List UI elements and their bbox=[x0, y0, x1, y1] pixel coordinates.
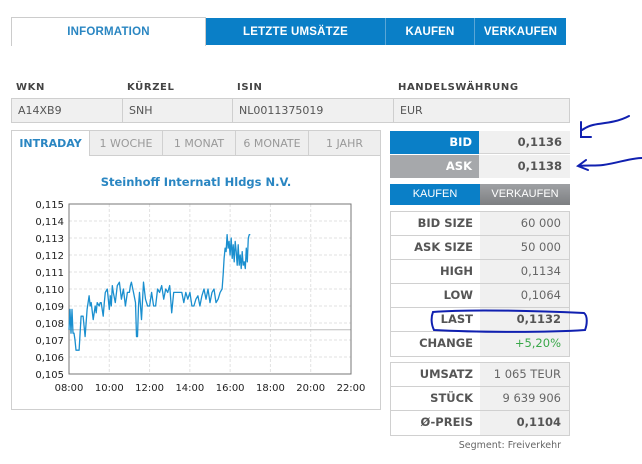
stat-value: 0,1064 bbox=[480, 284, 569, 307]
y-tick-label: 0,105 bbox=[35, 370, 64, 381]
y-tick-label: 0,115 bbox=[35, 200, 64, 211]
segment-label: Segment: Freiverkehr bbox=[458, 440, 561, 451]
volume-label: UMSATZ bbox=[391, 363, 480, 386]
ask-value: 0,1138 bbox=[479, 155, 570, 178]
chart-tab-intraday[interactable]: INTRADAY bbox=[12, 131, 89, 156]
stat-label: BID SIZE bbox=[391, 212, 480, 235]
y-tick-label: 0,112 bbox=[35, 251, 64, 262]
stat-row-low: LOW 0,1064 bbox=[391, 284, 569, 308]
stat-value: 50 000 bbox=[480, 236, 569, 259]
y-tick-label: 0,113 bbox=[35, 234, 64, 245]
x-tick-label: 10:00 bbox=[95, 383, 124, 394]
tab-information[interactable]: INFORMATION bbox=[11, 17, 206, 46]
value-isin: NL0011375019 bbox=[233, 99, 394, 122]
volume-value: 9 639 906 bbox=[480, 387, 569, 410]
stat-value: +5,20% bbox=[480, 332, 569, 356]
plot-frame bbox=[68, 203, 352, 375]
price-line bbox=[68, 233, 251, 351]
header-isin: ISIN bbox=[237, 82, 263, 93]
volume-row-umsatz: UMSATZ 1 065 TEUR bbox=[391, 363, 569, 387]
stat-label: ASK SIZE bbox=[391, 236, 480, 259]
stat-row-last: LAST 0,1132 bbox=[391, 308, 569, 332]
chart-tab-1-monat[interactable]: 1 MONAT bbox=[162, 131, 235, 156]
tab-kaufen[interactable]: KAUFEN bbox=[386, 18, 475, 45]
stat-value: 60 000 bbox=[480, 212, 569, 235]
stat-label: LOW bbox=[391, 284, 480, 307]
x-tick-label: 14:00 bbox=[175, 383, 204, 394]
y-tick-label: 0,109 bbox=[35, 302, 64, 313]
x-tick-label: 20:00 bbox=[296, 383, 325, 394]
annotation-arrow-bid bbox=[580, 115, 630, 138]
annotation-arrow-ask bbox=[575, 157, 642, 171]
volume-table: UMSATZ 1 065 TEUR STÜCK 9 639 906 Ø-PREI… bbox=[390, 362, 570, 436]
stat-row-ask-size: ASK SIZE 50 000 bbox=[391, 236, 569, 260]
chart-tab-1-jahr[interactable]: 1 JAHR bbox=[308, 131, 380, 156]
chart-tab-1-woche[interactable]: 1 WOCHE bbox=[89, 131, 162, 156]
chart-panel: INTRADAY 1 WOCHE 1 MONAT 6 MONATE 1 JAHR… bbox=[11, 130, 381, 410]
value-waehrung: EUR bbox=[400, 104, 423, 117]
y-tick-label: 0,106 bbox=[35, 353, 64, 364]
x-tick-label: 12:00 bbox=[135, 383, 164, 394]
header-handelswaehrung: HANDELSWÄHRUNG bbox=[398, 82, 519, 93]
tab-letzte-umsaetze[interactable]: LETZTE UMSÄTZE bbox=[206, 18, 386, 45]
volume-row-durchschnittspreis: Ø-PREIS 0,1104 bbox=[391, 411, 569, 435]
security-info-values: A14XB9 SNH NL0011375019 EUR bbox=[11, 98, 570, 123]
stat-value: 0,1134 bbox=[480, 260, 569, 283]
stat-label: HIGH bbox=[391, 260, 480, 283]
stat-value: 0,1132 bbox=[480, 308, 569, 331]
bid-value: 0,1136 bbox=[479, 131, 570, 154]
header-wkn: WKN bbox=[16, 82, 45, 93]
intraday-line-chart: 0,105 0,106 0,107 0,108 0,109 0,110 0,111 0,112… bbox=[35, 200, 366, 394]
stat-label: CHANGE bbox=[391, 332, 480, 356]
buy-button[interactable]: KAUFEN bbox=[390, 184, 480, 205]
stat-label: LAST bbox=[391, 308, 480, 331]
tab-verkaufen[interactable]: VERKAUFEN bbox=[475, 18, 566, 45]
y-tick-label: 0,114 bbox=[35, 217, 64, 228]
x-tick-label: 16:00 bbox=[216, 383, 245, 394]
volume-label: STÜCK bbox=[391, 387, 480, 410]
volume-label: Ø-PREIS bbox=[391, 411, 480, 435]
x-tick-label: 22:00 bbox=[337, 383, 366, 394]
stat-row-bid-size: BID SIZE 60 000 bbox=[391, 212, 569, 236]
chart-title: Steinhoff Internatl Hldgs N.V. bbox=[100, 175, 292, 189]
volume-value: 0,1104 bbox=[480, 411, 569, 435]
y-tick-label: 0,110 bbox=[35, 285, 64, 296]
x-tick-label: 08:00 bbox=[55, 383, 84, 394]
value-wkn: A14XB9 bbox=[12, 99, 123, 122]
value-kuerzel: SNH bbox=[123, 99, 233, 122]
quote-stats-table: BID SIZE 60 000 ASK SIZE 50 000 HIGH 0,1… bbox=[390, 211, 570, 357]
stat-row-change: CHANGE +5,20% bbox=[391, 332, 569, 356]
stat-row-high: HIGH 0,1134 bbox=[391, 260, 569, 284]
y-tick-label: 0,108 bbox=[35, 319, 64, 330]
header-kuerzel: KÜRZEL bbox=[127, 82, 175, 93]
volume-value: 1 065 TEUR bbox=[480, 363, 569, 386]
sell-button[interactable]: VERKAUFEN bbox=[480, 184, 570, 205]
bid-label: BID bbox=[390, 131, 479, 154]
chart-tab-6-monate[interactable]: 6 MONATE bbox=[235, 131, 308, 156]
y-tick-label: 0,111 bbox=[35, 268, 64, 279]
x-tick-label: 18:00 bbox=[256, 383, 285, 394]
ask-label: ASK bbox=[390, 155, 479, 178]
y-tick-label: 0,107 bbox=[35, 336, 64, 347]
volume-row-stueck: STÜCK 9 639 906 bbox=[391, 387, 569, 411]
